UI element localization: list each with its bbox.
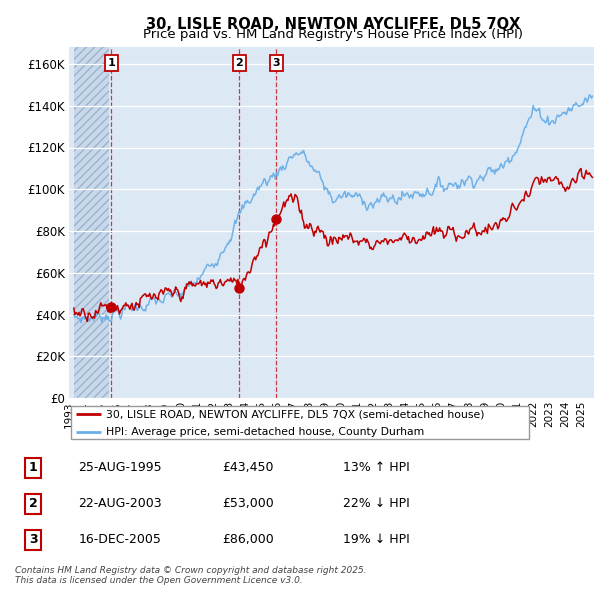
Text: 30, LISLE ROAD, NEWTON AYCLIFFE, DL5 7QX: 30, LISLE ROAD, NEWTON AYCLIFFE, DL5 7QX bbox=[146, 17, 520, 31]
Text: 3: 3 bbox=[272, 58, 280, 68]
Text: 25-AUG-1995: 25-AUG-1995 bbox=[78, 461, 162, 474]
Text: 22% ↓ HPI: 22% ↓ HPI bbox=[343, 497, 410, 510]
Text: £43,450: £43,450 bbox=[222, 461, 274, 474]
Text: Price paid vs. HM Land Registry's House Price Index (HPI): Price paid vs. HM Land Registry's House … bbox=[143, 28, 523, 41]
Bar bbox=[74, 47, 109, 398]
Text: 1: 1 bbox=[107, 58, 115, 68]
Text: 1: 1 bbox=[29, 461, 38, 474]
Text: 3: 3 bbox=[29, 533, 38, 546]
Text: 19% ↓ HPI: 19% ↓ HPI bbox=[343, 533, 410, 546]
Text: 30, LISLE ROAD, NEWTON AYCLIFFE, DL5 7QX (semi-detached house): 30, LISLE ROAD, NEWTON AYCLIFFE, DL5 7QX… bbox=[106, 409, 484, 419]
Text: 22-AUG-2003: 22-AUG-2003 bbox=[78, 497, 162, 510]
Text: Contains HM Land Registry data © Crown copyright and database right 2025.
This d: Contains HM Land Registry data © Crown c… bbox=[15, 566, 367, 585]
Text: £86,000: £86,000 bbox=[222, 533, 274, 546]
Text: HPI: Average price, semi-detached house, County Durham: HPI: Average price, semi-detached house,… bbox=[106, 427, 424, 437]
Text: 2: 2 bbox=[29, 497, 38, 510]
Text: 13% ↑ HPI: 13% ↑ HPI bbox=[343, 461, 410, 474]
Text: 2: 2 bbox=[236, 58, 243, 68]
Text: £53,000: £53,000 bbox=[222, 497, 274, 510]
Text: 16-DEC-2005: 16-DEC-2005 bbox=[78, 533, 161, 546]
